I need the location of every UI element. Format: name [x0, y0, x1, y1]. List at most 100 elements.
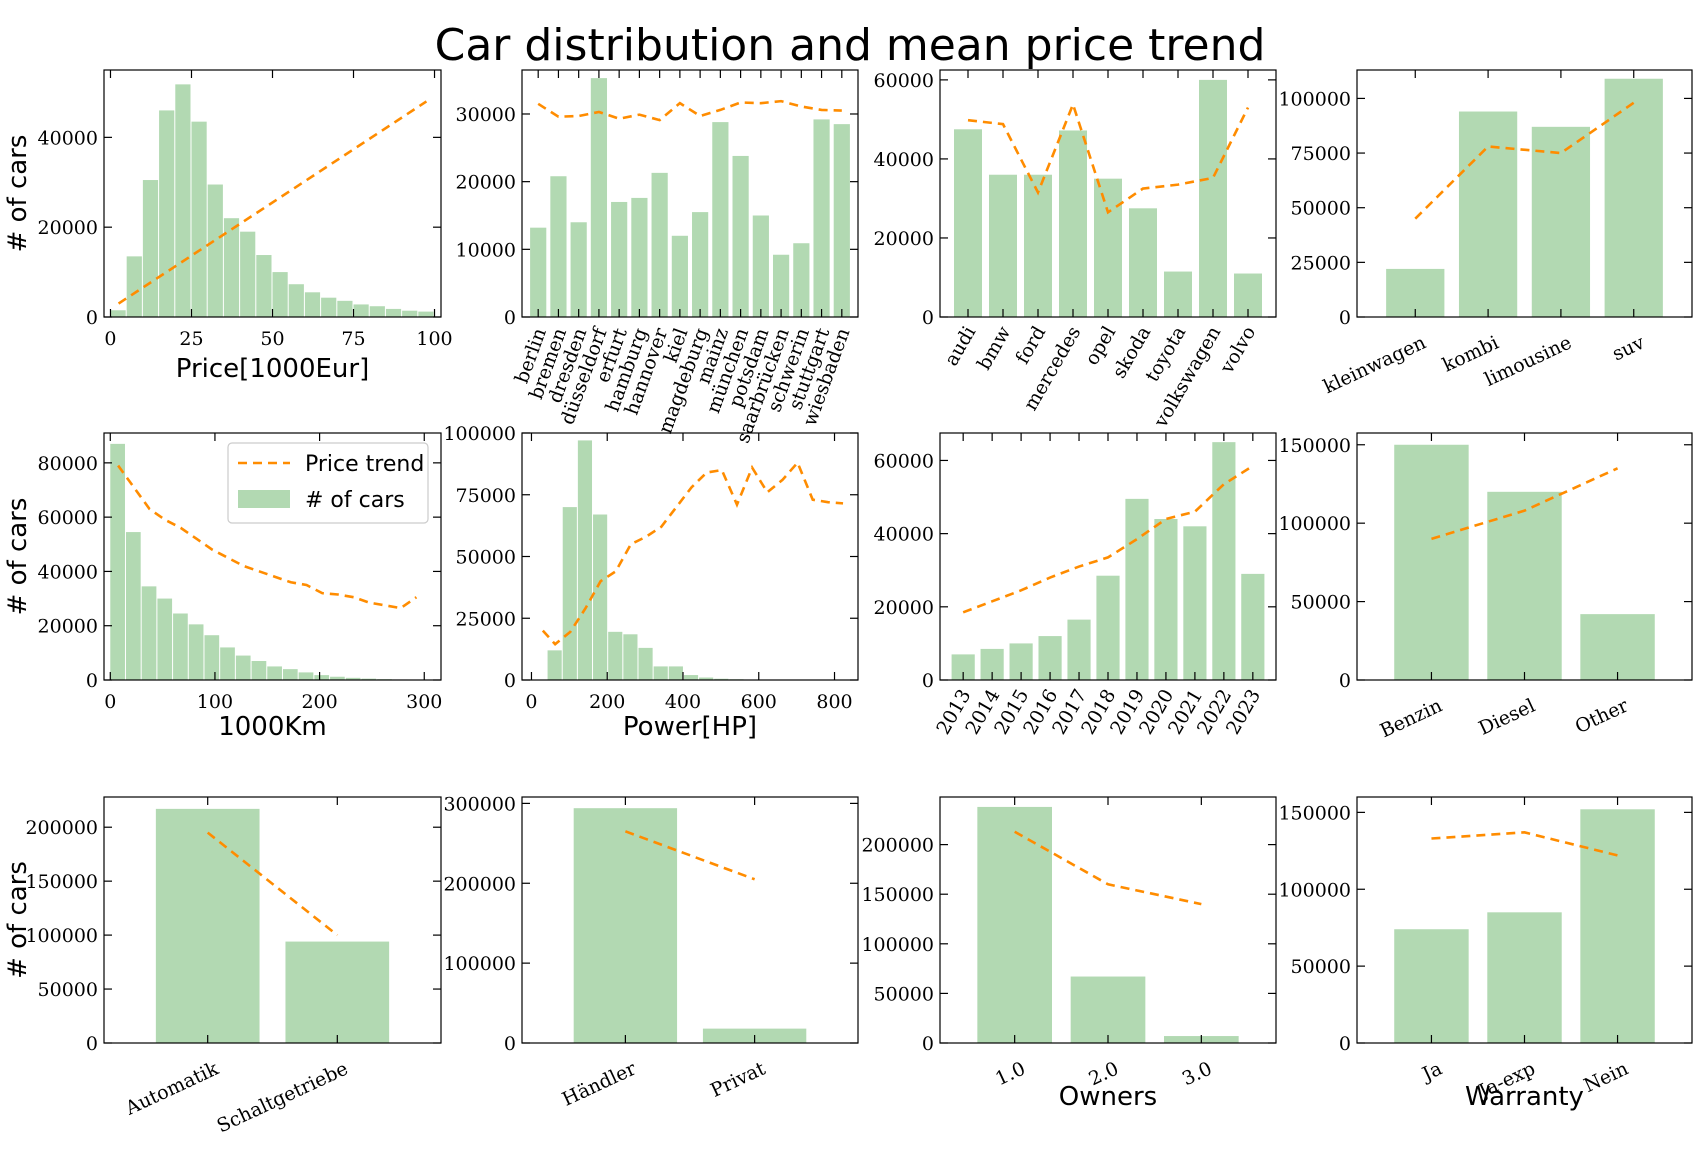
x-tick-label: 0 — [104, 328, 116, 350]
bar — [191, 121, 207, 318]
chart-panel-6: 0 25000 50000 75000 100000 0 200 400 600 800 Power… — [443, 423, 859, 742]
bar — [671, 235, 688, 317]
bar — [220, 647, 235, 680]
chart-panel-1: 0 20000 40000 0 25 50 75 100 Price[1000Eur] # of … — [3, 69, 453, 384]
y-tick-label: 200000 — [25, 817, 98, 839]
y-tick-label: 20000 — [874, 597, 934, 619]
y-tick-label: 40000 — [38, 127, 98, 149]
bar — [345, 677, 361, 680]
y-tick-label: 0 — [922, 1033, 934, 1055]
bar — [714, 678, 729, 680]
y-tick-label: 150000 — [25, 871, 98, 893]
bar — [1183, 526, 1207, 680]
axes-frame — [103, 796, 442, 1044]
chart-panel-3: 0200004000060000audibmwfordmercedesopels… — [874, 69, 1277, 432]
bar — [550, 176, 567, 317]
y-tick-label: 200000 — [443, 873, 516, 895]
y-tick-label: 100000 — [25, 925, 98, 947]
bar — [1067, 619, 1091, 680]
bar — [1096, 575, 1120, 680]
x-tick-label: 1.0 — [992, 1058, 1029, 1091]
y-tick-label: 50000 — [38, 979, 98, 1001]
y-tick-label: 0 — [922, 307, 934, 329]
x-tick-label: Nein — [1581, 1058, 1632, 1097]
x-tick-label: 100 — [416, 328, 452, 350]
chart-panel-10: 0 100000 200000 300000 Händler Privat — [443, 793, 859, 1111]
bar — [418, 311, 434, 317]
x-tick-label: 50 — [260, 328, 284, 350]
y-tick-label: 10000 — [456, 239, 516, 261]
x-tick-label: volvo — [1216, 323, 1261, 379]
y-tick-label: 200000 — [861, 835, 934, 857]
x-tick-label: 300 — [406, 691, 442, 713]
bar — [732, 155, 749, 317]
y-tick-label: 100000 — [443, 423, 516, 445]
y-tick-label: 100000 — [1278, 88, 1351, 110]
bar — [1199, 79, 1227, 317]
bar — [833, 124, 850, 317]
chart-panel-5: 0 20000 40000 60000 80000 0 100 200 300 1000Km # o… — [3, 432, 442, 742]
chart-panel-9: 0 50000 100000 150000 200000 AutomatikSchaltg… — [3, 796, 442, 1137]
bar — [951, 654, 975, 680]
price-trend-line — [206, 831, 339, 937]
legend-bar-label: # of cars — [305, 488, 405, 513]
y-tick-label: 0 — [1339, 307, 1351, 329]
y-tick-label: 300000 — [443, 793, 516, 815]
legend-line-label: Price trend — [305, 452, 424, 477]
x-tick-label: kleinwagen — [1320, 332, 1429, 399]
bar — [1094, 178, 1122, 317]
y-axis-label: # of cars — [3, 861, 33, 979]
y-tick-label: 60000 — [874, 70, 934, 92]
chart-panel-2: 0100002000030000berlinbremendresdendüsse… — [456, 69, 859, 446]
bar — [631, 197, 648, 317]
y-tick-label: 50000 — [874, 983, 934, 1005]
price-trend-line — [967, 100, 1250, 215]
bar — [321, 297, 337, 317]
bar — [651, 172, 668, 317]
price-trend-line — [537, 99, 842, 122]
price-trend-line — [1431, 467, 1619, 541]
x-tick-label: Ja — [1417, 1058, 1445, 1087]
bar — [699, 677, 714, 680]
y-tick-label: 50000 — [1291, 198, 1351, 220]
bar — [155, 808, 260, 1043]
bar — [1580, 614, 1655, 680]
bar — [1531, 126, 1591, 317]
bar — [590, 78, 608, 318]
y-tick-label: 20000 — [874, 228, 934, 250]
bar — [285, 941, 390, 1043]
bar — [314, 675, 330, 680]
bar — [304, 292, 321, 317]
bar — [1024, 174, 1052, 317]
y-tick-label: 50000 — [456, 547, 516, 569]
bar — [1129, 208, 1157, 317]
bar — [369, 306, 385, 317]
bar — [608, 631, 623, 680]
y-axis-label: # of cars — [3, 498, 33, 616]
bar — [204, 635, 220, 680]
price-trend-line — [962, 464, 1254, 614]
y-tick-label: 0 — [86, 307, 98, 329]
bar — [980, 648, 1004, 680]
bar — [772, 254, 790, 317]
y-tick-label: 75000 — [1291, 143, 1351, 165]
y-tick-label: 0 — [922, 670, 934, 692]
y-tick-label: 150000 — [861, 884, 934, 906]
axes-frame — [521, 796, 859, 1044]
y-tick-label: 100000 — [1278, 879, 1351, 901]
x-axis-label: Owners — [1059, 1082, 1157, 1112]
axes-frame — [521, 69, 859, 318]
price-trend-line — [1414, 101, 1635, 220]
y-tick-label: 25000 — [1291, 252, 1351, 274]
x-tick-label: 200 — [589, 691, 625, 713]
y-tick-label: 40000 — [874, 149, 934, 171]
y-tick-label: 20000 — [38, 217, 98, 239]
x-tick-label: 25 — [179, 328, 203, 350]
bar — [547, 650, 562, 680]
bar — [954, 129, 982, 317]
bar — [141, 586, 157, 680]
y-tick-label: 100000 — [861, 934, 934, 956]
y-tick-label: 0 — [504, 307, 516, 329]
